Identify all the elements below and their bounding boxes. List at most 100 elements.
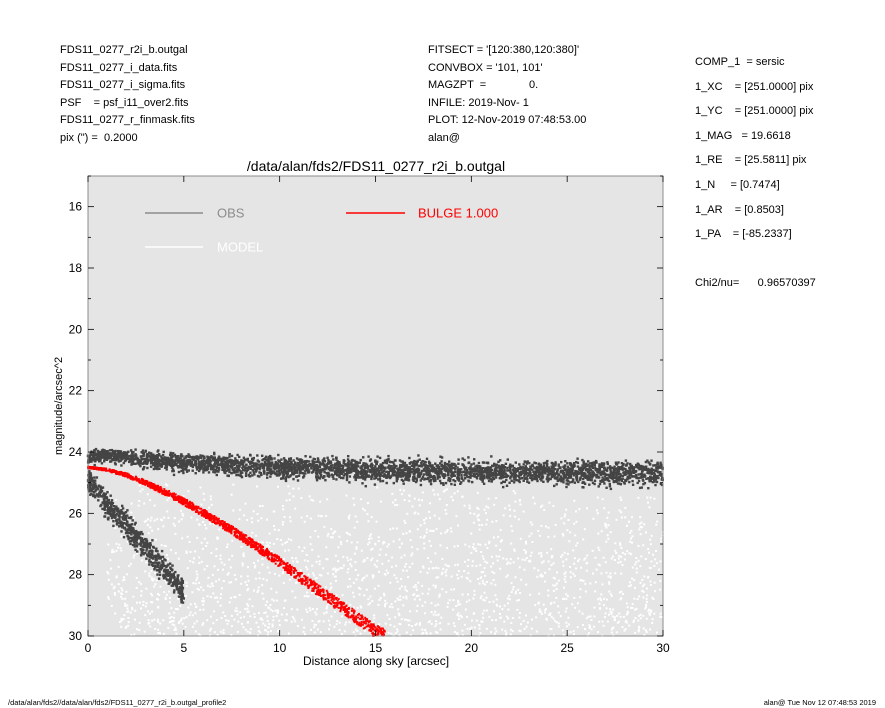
model-point — [240, 582, 243, 585]
obs-point — [217, 463, 220, 466]
model-point — [517, 518, 520, 521]
obs-point — [639, 476, 642, 479]
model-point — [173, 628, 176, 631]
model-point — [367, 543, 369, 546]
model-point — [311, 620, 314, 622]
obs-point — [608, 485, 612, 488]
model-point — [621, 551, 624, 554]
model-point — [492, 562, 495, 565]
obs-point — [194, 459, 198, 463]
obs-point — [317, 469, 320, 473]
model-point — [340, 543, 343, 546]
obs-point — [553, 474, 556, 477]
obs-point — [126, 457, 129, 461]
obs-point — [348, 469, 351, 472]
obs-point — [444, 466, 448, 469]
model-point — [655, 550, 657, 552]
model-point — [188, 541, 191, 543]
model-point — [483, 567, 486, 570]
model-point — [121, 597, 124, 600]
obs-point — [262, 467, 266, 470]
model-point — [649, 538, 652, 541]
obs-point — [626, 476, 629, 479]
model-point — [247, 566, 249, 569]
obs-point — [424, 464, 428, 467]
model-point — [435, 566, 437, 569]
model-point — [656, 520, 659, 523]
model-point — [393, 574, 396, 577]
model-point — [564, 513, 567, 516]
obs-point — [591, 481, 595, 485]
model-point — [485, 609, 488, 612]
obs-point — [184, 462, 187, 465]
model-point — [345, 531, 348, 534]
model-point — [313, 574, 315, 577]
model-point — [477, 543, 480, 546]
obs-point — [385, 470, 388, 473]
obs-point — [646, 459, 649, 462]
model-point — [428, 588, 431, 591]
model-point — [552, 562, 555, 565]
obs-point — [158, 454, 161, 457]
model-point — [379, 500, 382, 503]
model-point — [640, 521, 643, 524]
model-point — [265, 541, 268, 544]
model-point — [466, 627, 469, 630]
model-point — [293, 617, 296, 620]
model-point — [586, 554, 589, 557]
model-point — [478, 528, 481, 531]
model-point — [348, 578, 351, 580]
model-point — [418, 504, 421, 507]
model-point — [254, 564, 257, 567]
obs-point — [434, 468, 437, 471]
obs-point — [200, 465, 203, 468]
model-point — [557, 622, 560, 625]
model-point — [135, 576, 138, 579]
model-point — [383, 592, 385, 595]
obs-point — [411, 478, 415, 481]
model-point — [329, 582, 332, 585]
obs-point — [407, 465, 410, 469]
obs-point — [213, 451, 216, 455]
model-point — [440, 616, 443, 619]
model-point — [501, 608, 504, 611]
model-point — [457, 570, 460, 573]
obs-point — [264, 457, 267, 460]
model-point — [499, 529, 502, 532]
obs-point — [355, 460, 358, 464]
model-point — [257, 559, 259, 562]
obs-point — [396, 477, 399, 481]
model-point — [653, 581, 656, 584]
model-point — [529, 593, 532, 596]
model-point — [631, 516, 633, 519]
obs-point — [473, 469, 476, 472]
obs-point — [401, 470, 405, 473]
model-point — [565, 625, 568, 628]
obs-point — [637, 464, 640, 467]
obs-point — [243, 460, 246, 463]
model-point — [202, 589, 205, 592]
obs-point — [562, 481, 565, 484]
model-point — [538, 592, 541, 595]
obs-point — [596, 468, 600, 471]
model-point — [628, 552, 631, 555]
model-point — [495, 598, 498, 601]
model-point — [569, 531, 572, 534]
obs-point — [576, 461, 580, 465]
obs-point — [316, 466, 319, 469]
model-point — [463, 570, 466, 572]
model-point — [602, 556, 605, 559]
obs-point — [491, 464, 495, 468]
obs-point — [152, 456, 156, 459]
obs-point — [227, 459, 231, 462]
obs-point — [128, 460, 131, 464]
header-left-line: pix (") = 0.2000 — [60, 131, 138, 144]
obs-point — [595, 476, 598, 479]
model-point — [277, 610, 279, 613]
model-point — [191, 591, 194, 594]
model-point — [157, 618, 159, 621]
model-point — [471, 564, 474, 567]
obs-point — [491, 476, 494, 479]
obs-point — [600, 471, 603, 474]
